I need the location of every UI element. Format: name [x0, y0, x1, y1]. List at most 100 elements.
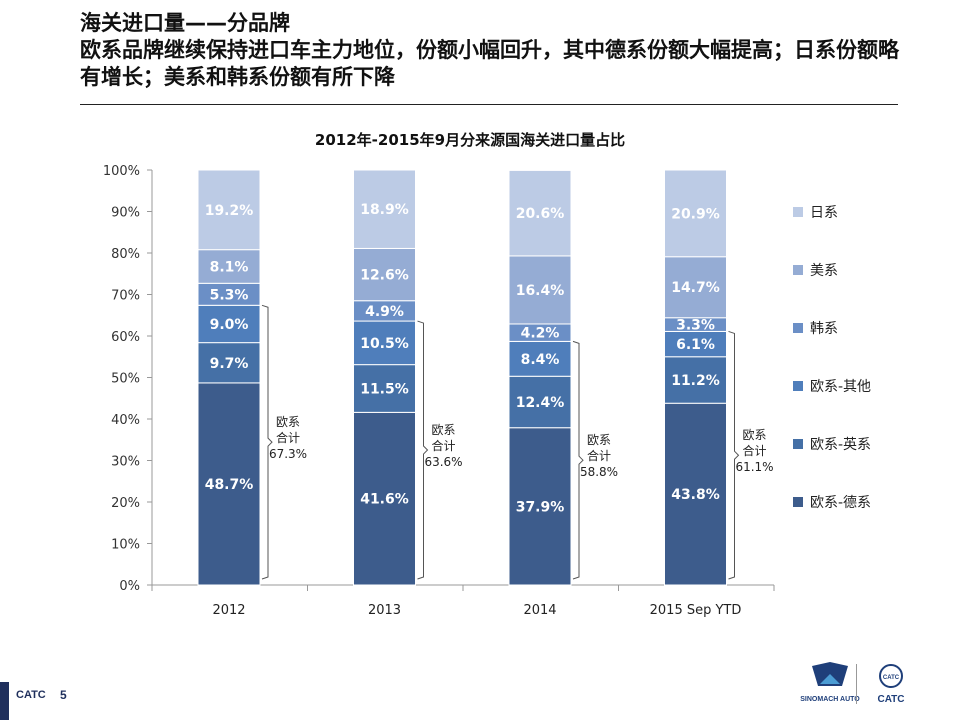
bracket-label-line2: 合计: [587, 448, 611, 463]
catc-badge-text: CATC: [883, 675, 900, 681]
bracket-label-line2: 合计: [742, 443, 766, 458]
bar-segment: [197, 249, 261, 284]
data-label: 8.4%: [521, 352, 560, 368]
bar-segment: [197, 169, 261, 251]
euro-total-bracket: [261, 304, 273, 580]
logo-divider: [856, 664, 857, 704]
bar-segment: [353, 247, 416, 302]
bracket-total-value: 58.8%: [580, 465, 618, 479]
data-label: 10.5%: [360, 336, 409, 352]
bar-segment: [508, 427, 572, 586]
data-label: 37.9%: [516, 499, 565, 515]
legend-swatch: [793, 497, 803, 507]
bar-segment: [664, 330, 727, 358]
legend-label: 欧系-德系: [810, 495, 871, 511]
page-number: 5: [60, 688, 67, 702]
y-tick-label: 60%: [111, 330, 140, 345]
chart-title: 2012年-2015年9月分来源国海关进口量占比: [315, 131, 625, 149]
title-line-3: 有增长；美系和韩系份额有所下降: [80, 65, 395, 89]
data-label: 11.2%: [671, 373, 720, 389]
data-label: 6.1%: [676, 337, 715, 353]
sinomach-logo-text: SINOMACH AUTO: [800, 696, 860, 703]
bracket-label-line1: 欧系: [742, 428, 766, 442]
bar-segment: [353, 411, 416, 586]
stacked-bar-chart: 2012年-2015年9月分来源国海关进口量占比 0% 10% 20% 30% 40% 50…: [103, 131, 871, 618]
legend-swatch: [793, 381, 803, 391]
data-label: 8.1%: [210, 259, 249, 275]
title-divider: [80, 104, 898, 105]
data-label: 48.7%: [205, 477, 254, 493]
data-label: 16.4%: [516, 283, 565, 299]
footer-accent-bar: [0, 682, 9, 720]
bar-segment: [508, 375, 572, 429]
legend-label: 日系: [810, 205, 838, 221]
x-tick-label: 2014: [523, 603, 556, 618]
data-label: 3.3%: [676, 318, 715, 334]
data-label: 19.2%: [205, 203, 254, 219]
catc-logo: CATC CATC: [877, 664, 905, 705]
data-label: 41.6%: [360, 492, 409, 508]
data-label: 5.3%: [210, 287, 249, 303]
y-tick-label: 100%: [103, 164, 140, 179]
data-label: 12.4%: [516, 395, 565, 411]
legend-label: 欧系-英系: [810, 436, 871, 453]
y-tick-label: 0%: [119, 579, 140, 594]
euro-total-bracket: [572, 340, 584, 580]
data-label: 9.7%: [210, 356, 249, 372]
data-label: 9.0%: [210, 317, 249, 333]
data-label: 20.9%: [671, 206, 720, 222]
data-label: 4.9%: [365, 304, 404, 320]
data-label: 12.6%: [360, 268, 409, 284]
legend-swatch: [793, 265, 803, 275]
legend-swatch: [793, 207, 803, 217]
bar-segment: [664, 256, 727, 319]
footer-brand: CATC: [16, 689, 46, 701]
bar-segment: [353, 169, 416, 249]
slide-title: 海关进口量——分品牌 欧系品牌继续保持进口车主力地位，份额小幅回升，其中德系份额…: [80, 10, 950, 91]
bracket-label-line1: 欧系: [276, 415, 300, 429]
data-label: 43.8%: [671, 487, 720, 503]
euro-total-bracket: [417, 320, 429, 580]
data-label: 20.6%: [516, 206, 565, 222]
y-tick-label: 10%: [111, 538, 140, 553]
data-label: 11.5%: [360, 381, 409, 397]
bar-segment: [508, 340, 572, 377]
legend-label: 美系: [810, 263, 838, 279]
title-line-2: 欧系品牌继续保持进口车主力地位，份额小幅回升，其中德系份额大幅提高；日系份额略: [80, 38, 899, 62]
y-tick-label: 90%: [111, 206, 140, 221]
bar-segment: [508, 169, 572, 257]
data-label: 4.2%: [521, 326, 560, 342]
bar-segment: [508, 255, 572, 325]
legend-swatch: [793, 439, 803, 449]
y-tick-label: 70%: [111, 289, 140, 304]
x-tick-label: 2015 Sep YTD: [650, 603, 742, 618]
y-tick-label: 80%: [111, 247, 140, 262]
y-tick-label: 50%: [111, 372, 140, 387]
y-tick-label: 30%: [111, 455, 140, 470]
bracket-label-line1: 欧系: [431, 423, 455, 437]
data-label: 18.9%: [360, 202, 409, 218]
bracket-total-value: 63.6%: [424, 455, 462, 469]
x-tick-label: 2012: [212, 603, 245, 618]
bar-segment: [197, 304, 261, 344]
legend-swatch: [793, 323, 803, 333]
bar-segment: [664, 169, 727, 258]
y-tick-label: 20%: [111, 496, 140, 511]
legend-label: 韩系: [810, 321, 838, 337]
catc-logo-text: CATC: [877, 694, 904, 705]
bar-segment: [664, 402, 727, 586]
euro-total-bracket: [728, 330, 740, 580]
bracket-total-value: 61.1%: [735, 460, 773, 474]
bracket-label-line1: 欧系: [587, 433, 611, 447]
bracket-label-line2: 合计: [276, 430, 300, 445]
legend-label: 欧系-其他: [810, 379, 871, 395]
bar-segment: [353, 320, 416, 366]
bracket-label-line2: 合计: [431, 438, 455, 453]
data-label: 14.7%: [671, 280, 720, 296]
bar-segment: [197, 342, 261, 384]
y-tick-label: 40%: [111, 413, 140, 428]
bar-segment: [197, 382, 261, 586]
sinomach-auto-logo: SINOMACH AUTO: [800, 662, 860, 703]
title-line-1: 海关进口量——分品牌: [80, 11, 290, 35]
bracket-total-value: 67.3%: [269, 447, 307, 461]
